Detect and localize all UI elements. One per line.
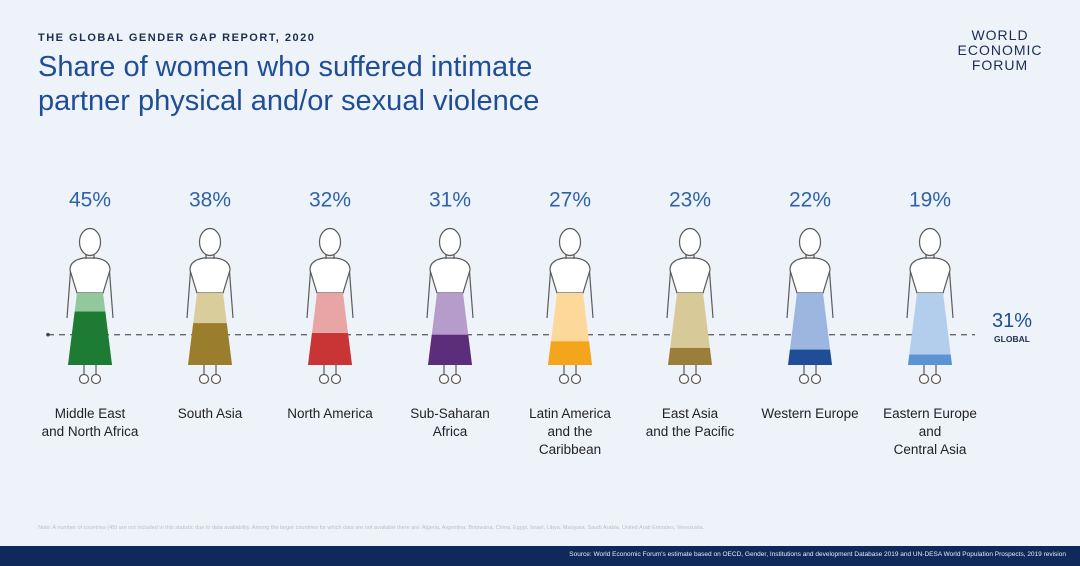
supertitle: THE GLOBAL GENDER GAP REPORT, 2020 — [38, 32, 316, 44]
foot — [798, 373, 810, 385]
head — [198, 227, 222, 257]
arm — [708, 264, 714, 319]
bar — [548, 341, 592, 365]
bar — [188, 323, 232, 365]
source: Source: World Economic Forum's estimate … — [569, 551, 1066, 558]
bar — [668, 347, 712, 365]
chart: 31% GLOBAL 45% 38% 32% 31% 27% 23% 22% 19% — [46, 189, 1032, 385]
category-label: North America — [287, 406, 373, 421]
arm — [108, 264, 114, 319]
arm — [828, 264, 834, 319]
category-label: Latin America and the Caribbean — [529, 406, 611, 457]
chart-title: Share of women who suffered intimate par… — [38, 51, 540, 117]
torso — [189, 257, 231, 294]
torso — [309, 257, 351, 294]
foot — [810, 373, 822, 385]
footer-bar — [0, 546, 1080, 566]
arm — [666, 264, 672, 319]
value-label: 32% — [309, 189, 351, 212]
head — [558, 227, 582, 257]
value-label: 23% — [669, 189, 711, 212]
foot — [210, 373, 222, 385]
head — [438, 227, 462, 257]
arm — [546, 264, 552, 319]
logo-line: WORLD — [971, 27, 1029, 43]
logo: WORLD ECONOMIC FORUM — [950, 28, 1050, 73]
torso — [789, 257, 831, 294]
figure — [186, 227, 234, 385]
note: Note: A number of countries (45) are not… — [38, 525, 705, 531]
head — [318, 227, 342, 257]
torso — [549, 257, 591, 294]
foot — [558, 373, 570, 385]
figure — [786, 227, 834, 385]
foot — [918, 373, 930, 385]
reference-value-label: 31% — [992, 310, 1032, 332]
figure — [66, 227, 114, 385]
figure — [426, 227, 474, 385]
foot — [438, 373, 450, 385]
head — [78, 227, 102, 257]
value-label: 22% — [789, 189, 831, 212]
bar — [908, 354, 952, 365]
value-label: 31% — [429, 189, 471, 212]
foot — [690, 373, 702, 385]
foot — [90, 373, 102, 385]
figure — [306, 227, 354, 385]
arm — [588, 264, 594, 319]
value-label: 19% — [909, 189, 951, 212]
logo-line: ECONOMIC — [957, 42, 1043, 58]
reference-label: GLOBAL — [994, 334, 1030, 344]
arm — [948, 264, 954, 319]
foot — [450, 373, 462, 385]
arm — [66, 264, 72, 319]
category-label: Middle East and North Africa — [41, 406, 139, 439]
arm — [468, 264, 474, 319]
foot — [198, 373, 210, 385]
arm — [228, 264, 234, 319]
bar — [308, 333, 352, 365]
torso — [669, 257, 711, 294]
torso — [429, 257, 471, 294]
value-label: 27% — [549, 189, 591, 212]
figure — [546, 227, 594, 385]
category-label: South Asia — [177, 406, 243, 421]
arm — [786, 264, 792, 319]
arm — [348, 264, 354, 319]
arm — [426, 264, 432, 319]
bar — [68, 311, 112, 365]
foot — [330, 373, 342, 385]
torso — [909, 257, 951, 294]
category-label: Eastern Europe and Central Asia — [883, 406, 977, 457]
arm — [306, 264, 312, 319]
torso — [69, 257, 111, 294]
foot — [678, 373, 690, 385]
foot — [930, 373, 942, 385]
category-label: Sub-Saharan Africa — [410, 406, 490, 439]
logo-line: FORUM — [971, 57, 1029, 73]
value-label: 38% — [189, 189, 231, 212]
arm — [186, 264, 192, 319]
value-label: 45% — [69, 189, 111, 212]
foot — [318, 373, 330, 385]
head — [798, 227, 822, 257]
reference-end — [46, 332, 50, 337]
category-label: East Asia and the Pacific — [645, 406, 735, 439]
foot — [570, 373, 582, 385]
bar — [788, 349, 832, 365]
category-label: Western Europe — [761, 406, 859, 421]
arm — [906, 264, 912, 319]
head — [918, 227, 942, 257]
figure — [906, 227, 954, 385]
figure — [666, 227, 714, 385]
bar — [428, 334, 472, 365]
foot — [78, 373, 90, 385]
skirt-light — [908, 293, 952, 365]
head — [678, 227, 702, 257]
